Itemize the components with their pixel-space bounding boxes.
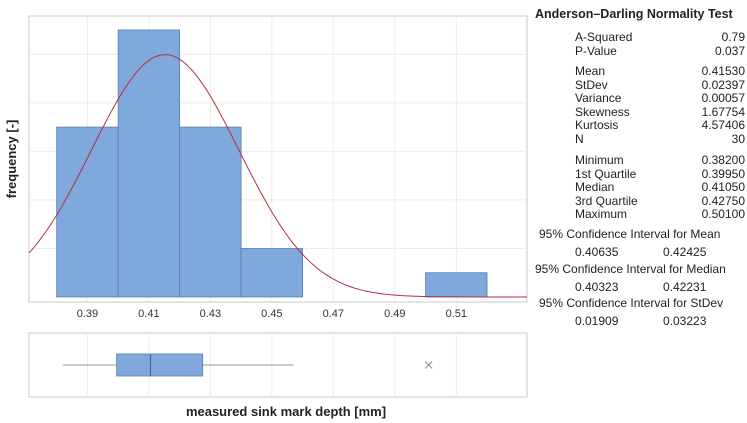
stat-row-g3-2: Median 0.41050 (575, 180, 745, 194)
stat-value: 0.42750 (701, 193, 745, 208)
ci-title: 95% Confidence Interval for Median (535, 262, 726, 276)
stat-row-g2-0: Mean 0.41530 (575, 64, 745, 78)
ci-high: 0.03223 (663, 314, 707, 328)
stat-label: Mean (575, 64, 606, 78)
iqr-box (116, 353, 204, 377)
stat-label: Kurtosis (575, 118, 619, 133)
histogram-bar (179, 126, 242, 298)
stat-row-g3-4: Maximum 0.50100 (575, 207, 745, 221)
stat-label: Variance (575, 91, 622, 106)
stat-value: 0.79 (721, 30, 745, 44)
ci-low: 0.40635 (575, 245, 619, 259)
stat-value: 0.00057 (701, 91, 745, 106)
histogram-chart: 0.39 0.41 0.43 0.45 0.47 0.49 0.51 frequency [… (4, 15, 528, 419)
ci-high: 0.42231 (663, 280, 707, 294)
stat-label: 1st Quartile (575, 166, 637, 181)
x-axis-label: measured sink mark depth [mm] (186, 404, 386, 419)
stat-label: Maximum (575, 207, 628, 222)
stat-row-g1-0: A-Squared 0.79 (575, 30, 745, 44)
x-tick-label: 0.39 (77, 308, 98, 320)
stat-value: 30 (731, 132, 745, 146)
stat-row-g1-1: P-Value 0.037 (575, 44, 745, 58)
ci-high: 0.42425 (663, 245, 707, 259)
outlier-marker (424, 361, 433, 369)
stat-value: 0.50100 (701, 207, 745, 222)
histogram-bar (117, 29, 181, 298)
stat-label: 3rd Quartile (575, 193, 638, 208)
stat-value: 0.41530 (701, 64, 745, 78)
stat-label: P-Value (575, 43, 617, 58)
ci-low: 0.01909 (575, 314, 619, 328)
stat-row-g2-3: Skewness 1.67754 (575, 105, 745, 119)
stat-row-g3-0: Minimum 0.38200 (575, 153, 745, 167)
stat-row-g2-1: StDev 0.02397 (575, 78, 745, 92)
stat-label: A-Squared (575, 30, 633, 44)
stat-label: Median (575, 180, 615, 195)
histogram-bars (56, 29, 488, 298)
x-tick-label: 0.41 (138, 308, 159, 320)
y-axis-label: frequency [-] (4, 120, 19, 199)
histogram-bar (425, 272, 488, 298)
stat-label: StDev (575, 77, 608, 92)
stats-title: Anderson–Darling Normality Test (535, 7, 733, 21)
stat-label: N (575, 132, 584, 146)
stat-row-g2-2: Variance 0.00057 (575, 91, 745, 105)
stat-row-g2-4: Kurtosis 4.57406 (575, 118, 745, 132)
ci-low: 0.40323 (575, 280, 619, 294)
ci-title: 95% Confidence Interval for Mean (539, 227, 721, 241)
x-tick-label: 0.51 (446, 308, 467, 320)
stat-value: 0.39950 (701, 166, 745, 181)
x-tick-label: 0.49 (384, 308, 405, 320)
x-tick-label: 0.43 (200, 308, 221, 320)
stat-value: 1.67754 (701, 104, 745, 119)
stat-label: Minimum (575, 153, 624, 167)
x-tick-labels: 0.39 0.41 0.43 0.45 0.47 0.49 0.51 (77, 308, 467, 320)
stat-value: 0.037 (714, 43, 745, 58)
stat-row-g3-1: 1st Quartile 0.39950 (575, 167, 745, 181)
x-tick-label: 0.45 (261, 308, 282, 320)
boxplot (62, 333, 457, 397)
histogram-bar (240, 248, 303, 298)
histogram-bar (56, 126, 119, 298)
stat-label: Skewness (575, 104, 630, 119)
stat-value: 0.38200 (701, 153, 745, 167)
normal-fit-curve (28, 54, 527, 298)
stat-value: 0.41050 (701, 180, 745, 195)
stat-value: 4.57406 (701, 118, 745, 133)
stats-panel: Anderson–Darling Normality Test A-Square… (535, 0, 747, 423)
ci-title: 95% Confidence Interval for StDev (539, 296, 724, 310)
stat-row-g2-5: N 30 (575, 132, 745, 146)
x-tick-label: 0.47 (323, 308, 344, 320)
stat-row-g3-3: 3rd Quartile 0.42750 (575, 194, 745, 208)
stat-value: 0.02397 (701, 77, 745, 92)
